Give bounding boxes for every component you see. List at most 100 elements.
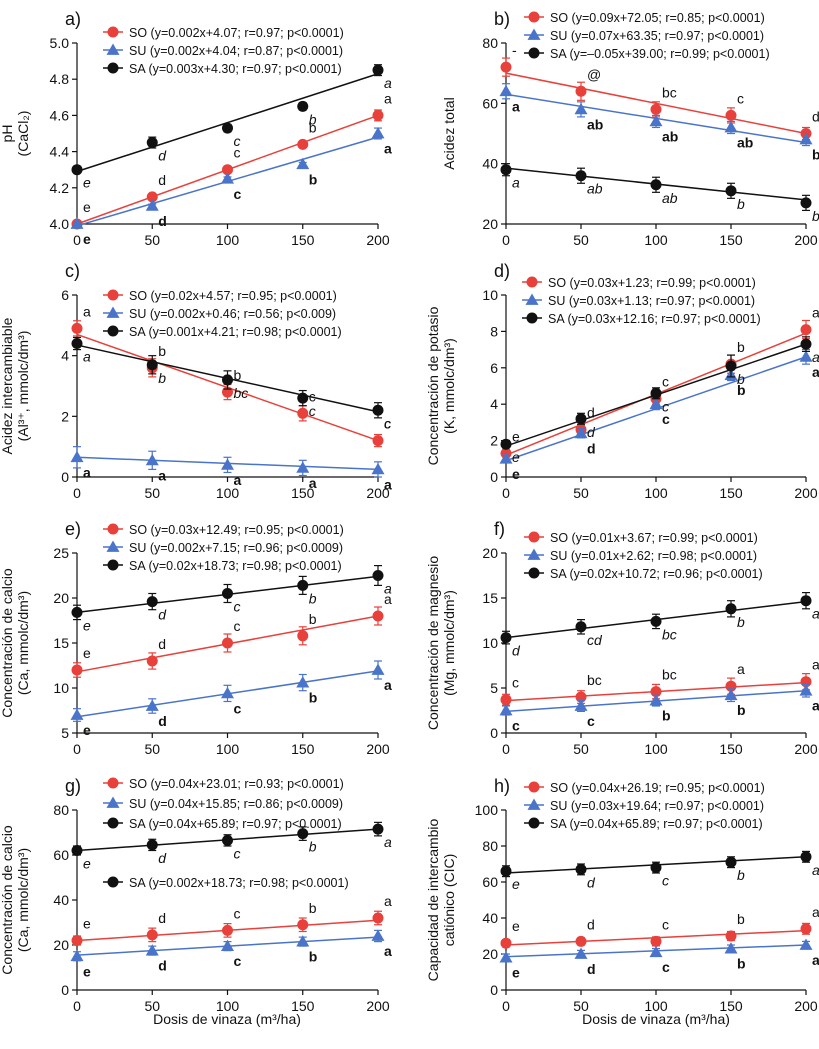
y-tick-label: 5	[61, 725, 69, 741]
significance-letter: a	[384, 591, 392, 607]
significance-letter: b	[309, 119, 317, 135]
data-point	[372, 64, 384, 76]
y-tick-label: 20	[482, 545, 498, 561]
y-axis-label: Acidez total	[441, 97, 457, 169]
x-tick-label: 100	[644, 998, 668, 1014]
legend-entry-sa: SA (y=0.02x+10.72; r=0.96; p<0.0001)	[524, 567, 763, 581]
data-point	[145, 699, 159, 711]
y-axis-label: (K, mmolc/dm³)	[441, 338, 457, 434]
data-point	[296, 461, 310, 473]
significance-letter: b	[234, 367, 242, 383]
y-tick-label: 4	[61, 348, 69, 364]
legend-marker	[528, 817, 540, 829]
data-point	[146, 655, 158, 667]
x-tick-label: 150	[291, 232, 315, 248]
y-tick-label: 4	[490, 396, 498, 412]
significance-letter: e	[83, 916, 91, 932]
x-tick-label: 0	[502, 998, 510, 1014]
x-tick-label: 100	[644, 232, 668, 248]
data-point	[650, 179, 662, 191]
x-tick-label: 50	[573, 485, 589, 501]
panel-label: c)	[65, 261, 80, 281]
data-point	[725, 360, 737, 372]
legend-text: SA (y=0.002x+18.73; r=0.98; p<0.0001)	[129, 876, 349, 890]
data-point	[649, 945, 663, 958]
significance-letter: b	[737, 196, 745, 212]
y-tick-label: 80	[53, 802, 69, 818]
legend-entry-so: SO (y=0.01x+3.67; r=0.99; p<0.0001)	[524, 531, 758, 545]
legend-marker	[525, 293, 539, 305]
significance-letter: d	[158, 172, 166, 188]
significance-letter: c	[587, 713, 595, 729]
x-tick-label: 150	[719, 485, 743, 501]
significance-letter: c	[234, 905, 241, 921]
series-sa: e d c b a	[71, 564, 392, 633]
x-tick-label: 200	[366, 998, 390, 1014]
data-point	[71, 164, 83, 176]
data-point	[296, 157, 310, 170]
significance-letter: a	[384, 90, 392, 106]
data-point	[146, 929, 158, 941]
data-point	[372, 912, 384, 924]
y-tick-label: 4.8	[50, 71, 70, 87]
legend-entry-sa: SA (y=–0.05x+39.00; r=0.99; p<0.0001)	[524, 47, 770, 61]
legend-text: SU (y=0.002x+4.04; r=0.87; p<0.0001)	[129, 44, 343, 58]
legend-text: SO (y=0.03x+1.23; r=0.99; p<0.0001)	[548, 276, 756, 290]
legend-text: SA (y=0.001x+4.21; r=0.98; p<0.0001)	[129, 325, 342, 339]
significance-letter: c	[662, 916, 669, 932]
legend-text: SA (y=0.04x+65.89; r=0.97; p<0.0001)	[550, 817, 763, 831]
significance-letter: e	[512, 466, 520, 482]
x-tick-label: 200	[794, 232, 818, 248]
data-point	[650, 387, 662, 399]
significance-letter: b	[309, 900, 317, 916]
significance-letter: b	[309, 171, 318, 187]
y-tick-label: 40	[53, 892, 69, 908]
significance-letter: ab	[587, 181, 603, 197]
data-point	[500, 438, 512, 450]
legend-marker	[107, 523, 119, 535]
data-point	[372, 570, 384, 581]
data-point	[222, 924, 233, 936]
data-point	[221, 172, 234, 184]
legend-text: SA (y=0.04x+65.89; r=0.97; p<0.0001)	[129, 817, 342, 831]
significance-letter: e	[83, 645, 91, 661]
data-point	[575, 85, 587, 97]
data-point	[71, 935, 83, 946]
significance-letter: b	[309, 590, 317, 606]
significance-letter: c	[662, 873, 669, 889]
data-point	[500, 61, 512, 73]
x-tick-label: 0	[502, 485, 510, 501]
legend-text: SU (y=0.002x+7.15; r=0.96; p<0.0009)	[129, 541, 343, 555]
y-axis-label: Concentración de magnesio	[425, 556, 441, 731]
significance-letter: d	[158, 910, 166, 926]
panel-label: g)	[65, 776, 81, 796]
significance-letter: d	[158, 958, 167, 974]
significance-letter: b	[309, 690, 318, 706]
legend-marker	[528, 47, 540, 59]
y-tick-label: 4.6	[50, 107, 70, 123]
y-tick-label: 5.0	[50, 35, 70, 51]
legend-marker	[107, 876, 119, 888]
data-point	[71, 606, 83, 618]
legend-marker	[106, 43, 120, 55]
x-tick-label: 0	[73, 485, 81, 501]
data-point	[297, 407, 309, 419]
y-tick-label: 4.2	[50, 180, 70, 196]
data-point	[650, 615, 662, 627]
data-point	[70, 450, 84, 463]
data-point	[221, 458, 234, 470]
data-point	[222, 588, 233, 599]
legend-entry-su: SU (y=0.002x+7.15; r=0.96; p<0.0009)	[103, 540, 343, 555]
significance-letter: bc	[662, 84, 677, 100]
data-point	[650, 103, 662, 115]
significance-letter: d	[158, 636, 166, 652]
y-tick-label: 25	[53, 545, 69, 561]
data-point	[296, 676, 310, 688]
legend-text: SU (y=0.03x+19.64; r=0.97; p<0.0001)	[550, 799, 764, 813]
x-tick-label: 200	[794, 998, 818, 1014]
y-tick-label: 10	[482, 635, 498, 651]
data-point	[222, 374, 233, 386]
